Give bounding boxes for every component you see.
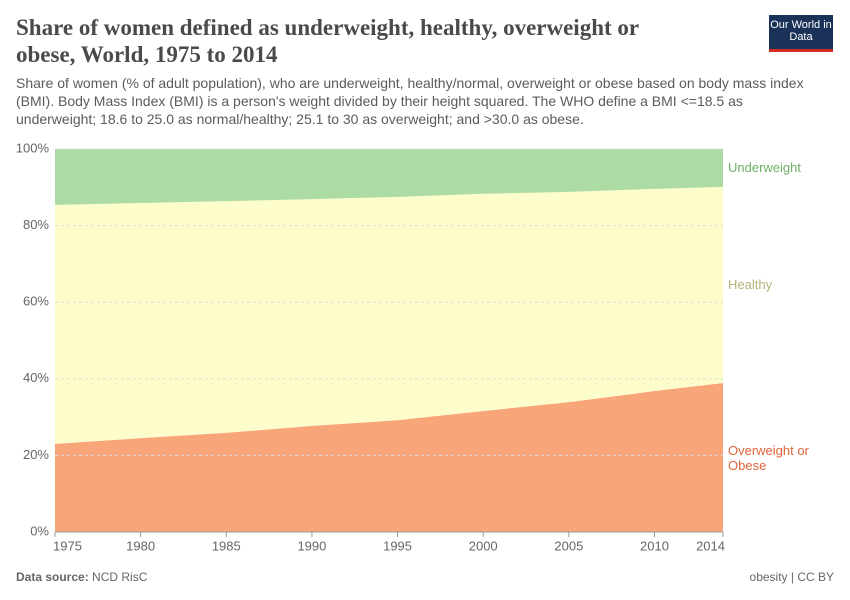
logo[interactable]: Our World in Data [769,15,833,52]
x-tick-label: 1995 [383,538,412,553]
x-tick-label: 1990 [297,538,326,553]
y-tick-label: 40% [23,370,49,385]
y-tick-label: 100% [16,140,50,155]
footer-license: obesity | CC BY [749,570,834,584]
areas [55,149,723,532]
y-tick-label: 20% [23,447,49,462]
source: NCD RisC [92,570,148,584]
x-tick-label: 2010 [640,538,669,553]
area [55,186,723,444]
x-tick-label: 2000 [469,538,498,553]
y-tick-label: 0% [30,523,49,538]
chart-subtitle: Share of women (% of adult population), … [16,75,804,127]
chart-title: Share of women defined as underweight, h… [16,15,639,67]
y-tick-label: 80% [23,217,49,232]
footer-source: Data source: NCD RisC [16,570,147,584]
source-label: Data source: [16,570,89,584]
x-tick-label: 1975 [53,538,82,553]
area [55,149,723,205]
x-tick-label: 1980 [126,538,155,553]
y-tick-label: 60% [23,294,49,309]
area [55,383,723,532]
x-tick-label: 2014 [696,538,725,553]
series-label: Overweight or Obese [728,442,809,473]
series-label: Healthy [728,277,773,293]
x-tick-label: 1985 [212,538,241,553]
x-tick-label: 2005 [554,538,583,553]
series-label: Underweight [728,160,801,176]
